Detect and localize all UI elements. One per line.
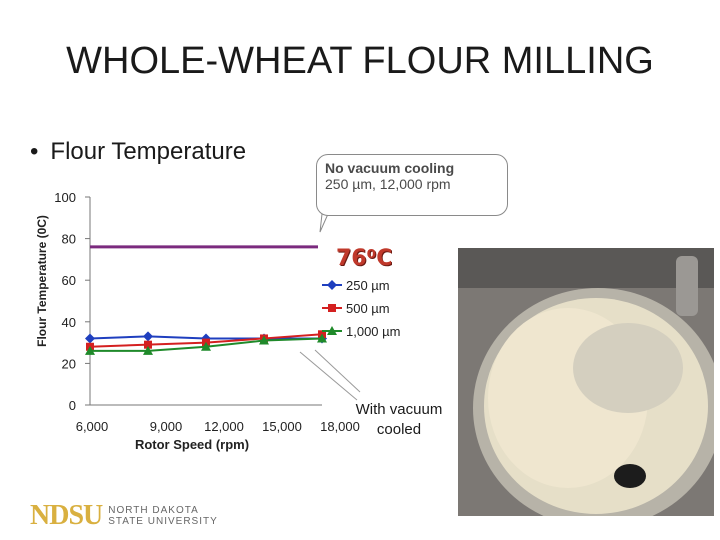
y-tick-label: 60: [62, 273, 76, 288]
bullet-item: • Flour Temperature: [30, 138, 246, 166]
bullet-icon: •: [30, 138, 39, 165]
y-tick-label: 100: [54, 190, 76, 205]
data-point: [85, 333, 95, 344]
legend-label-2: 500 µm: [346, 301, 390, 316]
data-point: [144, 340, 152, 349]
legend-label-3: 1,000 µm: [346, 324, 400, 339]
logo-sub2: STATE UNIVERSITY: [108, 516, 218, 527]
x-tick-label: 9,000: [150, 419, 183, 434]
photo-caption-line2: cooled: [376, 421, 422, 438]
callout-pointer: [319, 213, 329, 233]
data-point: [201, 341, 211, 351]
bullet-text: Flour Temperature: [50, 138, 247, 165]
y-tick-label: 80: [62, 232, 76, 247]
caption-leader-2: [314, 349, 361, 393]
legend-marker-1: [327, 280, 337, 290]
callout-line1: No vacuum cooling: [325, 160, 455, 176]
x-tick-label: 18,000: [320, 419, 360, 434]
x-tick-label: 6,000: [76, 419, 109, 434]
data-point: [85, 345, 95, 355]
data-point: [317, 333, 327, 343]
y-axis-title: Flour Temperature (0C): [35, 215, 49, 347]
photo-caption: With vacuum cooled: [344, 400, 454, 440]
flour-photo-illustration: [458, 248, 714, 516]
logo-subtitle: NORTH DAKOTA STATE UNIVERSITY: [108, 505, 218, 527]
callout-box: No vacuum cooling 250 µm, 12,000 rpm: [316, 154, 508, 216]
temperature-label: 76⁰C: [336, 246, 393, 271]
data-point: [143, 345, 153, 355]
logo-text: NDSU: [30, 500, 103, 531]
data-point: [143, 331, 153, 342]
y-tick-label: 20: [62, 356, 76, 371]
photo-caption-line1: With vacuum: [355, 401, 443, 418]
legend-label-1: 250 µm: [346, 278, 390, 293]
callout-line2: 250 µm, 12,000 rpm: [325, 176, 451, 192]
x-axis-title: Rotor Speed (rpm): [135, 437, 249, 452]
caption-leader-1: [299, 351, 358, 401]
ndsu-logo: NDSU NORTH DAKOTA STATE UNIVERSITY: [30, 500, 218, 532]
legend-marker-3: [327, 326, 337, 335]
y-tick-label: 0: [69, 398, 76, 413]
data-point: [259, 335, 269, 345]
x-tick-label: 15,000: [262, 419, 302, 434]
slide-title: WHOLE-WHEAT FLOUR MILLING: [66, 40, 654, 82]
y-tick-label: 40: [62, 315, 76, 330]
legend-marker-2: [328, 304, 336, 312]
flour-photo: [458, 248, 714, 516]
x-tick-label: 12,000: [204, 419, 244, 434]
logo-sub1: NORTH DAKOTA: [108, 505, 199, 516]
